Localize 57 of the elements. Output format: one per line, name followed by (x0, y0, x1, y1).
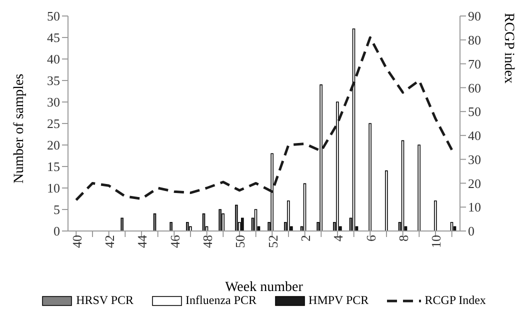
y-tick-label: 5 (54, 202, 60, 218)
bar (235, 204, 238, 231)
legend-label: Influenza PCR (186, 293, 257, 308)
legend-label: HMPV PCR (308, 293, 369, 308)
bar (434, 200, 437, 231)
line-series (74, 36, 454, 202)
bar (120, 218, 124, 231)
y-tick-label: 45 (47, 30, 60, 46)
x-tick-label: 48 (200, 235, 216, 248)
x-tick-label: 50 (232, 235, 248, 248)
y2-axis-title: RCGP index (501, 12, 516, 84)
y-tick-label: 10 (47, 180, 60, 196)
x-tick-label: 10 (428, 235, 444, 248)
y2-tick-label: 70 (468, 56, 481, 72)
bar (418, 144, 420, 231)
x-axis-title: Week number (225, 280, 304, 295)
bar (222, 213, 224, 231)
y2-tick-label: 60 (468, 80, 481, 96)
legend-label: HRSV PCR (76, 293, 134, 308)
y-tick-label: 25 (47, 116, 60, 132)
y2-tick-label: 80 (468, 32, 481, 48)
bar (368, 123, 372, 231)
x-tick-label: 4 (330, 234, 346, 242)
y2-tick-label: 20 (468, 176, 481, 191)
bar (189, 226, 192, 231)
y-tick-label: 40 (47, 52, 60, 67)
y-tick-label: 0 (54, 224, 60, 239)
y-tick-label: 50 (47, 8, 60, 24)
y2-tick-label: 30 (468, 152, 481, 167)
x-tick-label: 6 (363, 234, 378, 242)
bar (287, 200, 290, 231)
y2-tick-label: 50 (468, 104, 481, 120)
bar (241, 218, 244, 231)
bar (186, 222, 189, 231)
bar (270, 153, 274, 231)
x-tick-label: 42 (102, 235, 118, 248)
x-tick-label: 52 (265, 235, 280, 248)
x-tick-label: 8 (396, 235, 412, 242)
y2-tick-label: 0 (468, 224, 474, 239)
y-tick-label: 15 (47, 159, 60, 174)
y-tick-label: 20 (47, 138, 60, 153)
bar (218, 209, 222, 231)
bar (385, 170, 388, 231)
y-tick-label: 30 (47, 94, 60, 110)
y-axis-title: Number of samples (12, 74, 27, 184)
legend-label: RCGP Index (424, 293, 486, 308)
y2-tick-label: 40 (468, 128, 481, 144)
y2-tick-label: 10 (468, 200, 481, 215)
bar (320, 84, 322, 231)
bar (336, 102, 339, 231)
x-tick-label: 2 (298, 235, 314, 242)
bar (170, 222, 172, 231)
y-tick-label: 35 (47, 73, 60, 88)
x-tick-label: 40 (69, 235, 84, 248)
y2-tick-label: 90 (468, 8, 481, 24)
x-tick-label: 46 (167, 234, 182, 248)
x-tick-label: 44 (134, 234, 150, 248)
